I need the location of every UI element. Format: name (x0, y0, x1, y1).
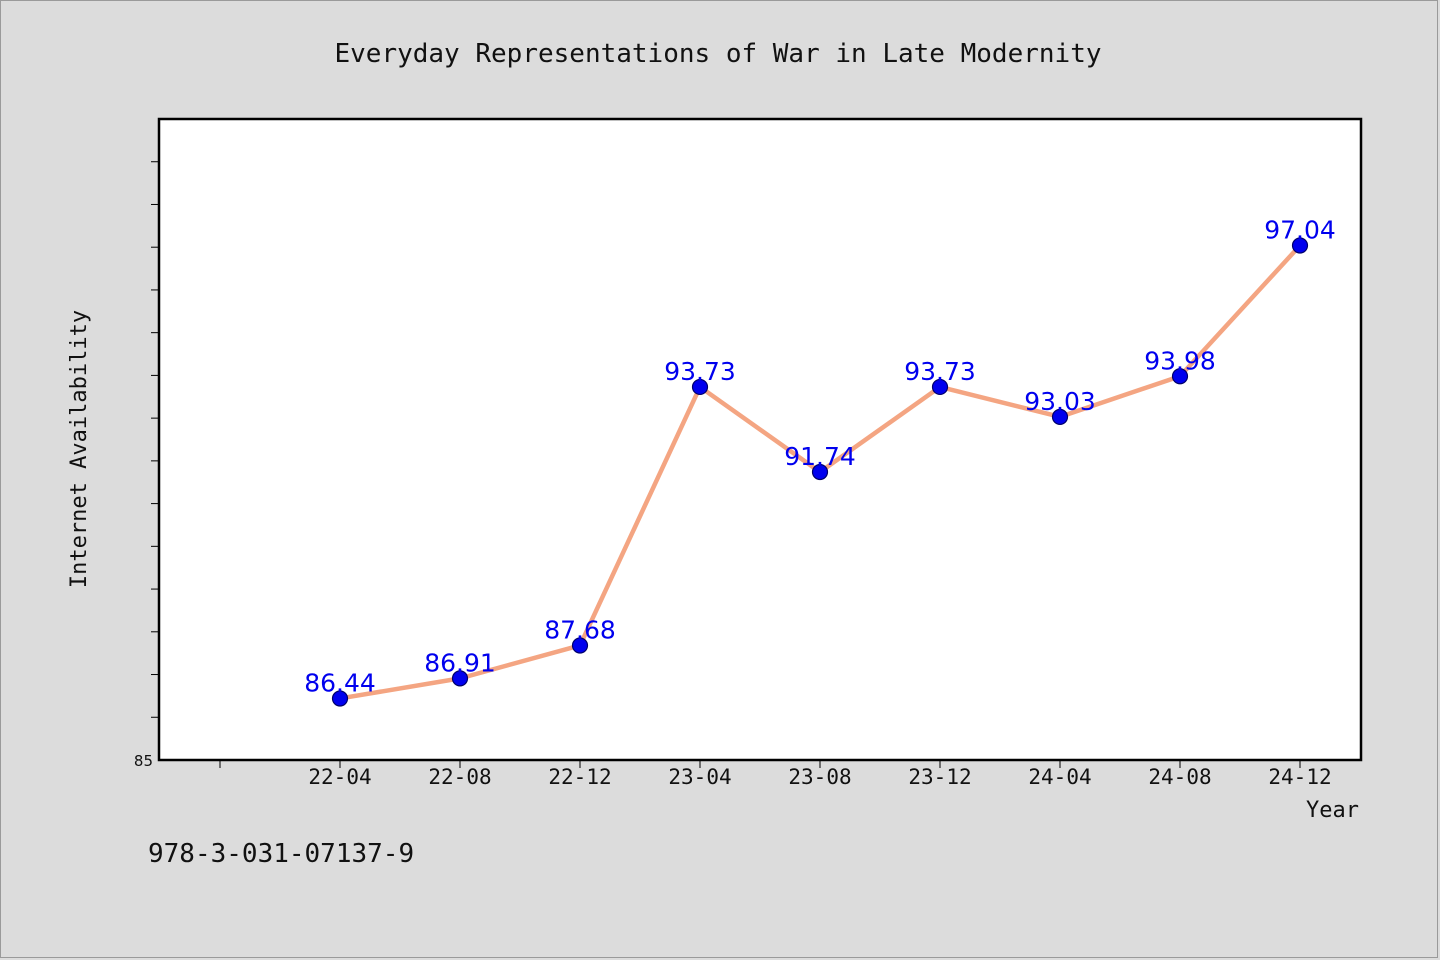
x-tick-label: 22-08 (428, 765, 491, 789)
x-tick-label: 22-12 (548, 765, 611, 789)
chart-title: Everyday Representations of War in Late … (334, 39, 1101, 69)
data-label: 97.04 (1264, 215, 1336, 244)
x-tick-label: 23-08 (788, 765, 851, 789)
data-label: 87.68 (544, 615, 616, 644)
data-points (331, 237, 1309, 707)
data-label: 93.73 (664, 357, 736, 386)
x-axis-ticks: 22-04 22-08 22-12 23-04 23-08 23-12 24-04 24-08… (219, 760, 1332, 789)
data-point (1171, 368, 1189, 385)
data-point (691, 378, 709, 396)
data-label: 93.98 (1144, 346, 1216, 375)
x-tick-label: 24-04 (1028, 765, 1091, 789)
data-label: 86.44 (304, 668, 376, 697)
data-label: 93.73 (904, 357, 976, 386)
data-label: 86.91 (424, 648, 496, 677)
x-tick-label: 23-04 (668, 765, 731, 789)
x-tick-label: 24-12 (1268, 765, 1331, 789)
y-tick-label: 85 (134, 752, 153, 770)
plot-area (157, 117, 1363, 762)
data-point (1291, 237, 1309, 254)
data-label: 91.74 (784, 442, 856, 471)
data-point (451, 670, 469, 687)
data-point (811, 463, 829, 481)
data-point (931, 378, 949, 396)
isbn-text: 978-3-031-07137-9 (148, 839, 414, 869)
x-axis-label: Year (1306, 798, 1359, 823)
y-axis-label: Internet Availability (67, 310, 92, 588)
data-point (571, 637, 589, 654)
data-point (1051, 408, 1069, 425)
x-tick-label: 22-04 (308, 765, 371, 789)
x-tick-label: 24-08 (1148, 765, 1211, 789)
data-label: 93.03 (1024, 387, 1096, 416)
data-labels: 86.44 86.91 87.68 93.73 91.74 93.73 93.03 93.98… (304, 215, 1336, 697)
x-tick-label: 23-12 (908, 765, 971, 789)
y-axis-ticks: 85 (134, 161, 159, 770)
data-point (331, 690, 349, 707)
